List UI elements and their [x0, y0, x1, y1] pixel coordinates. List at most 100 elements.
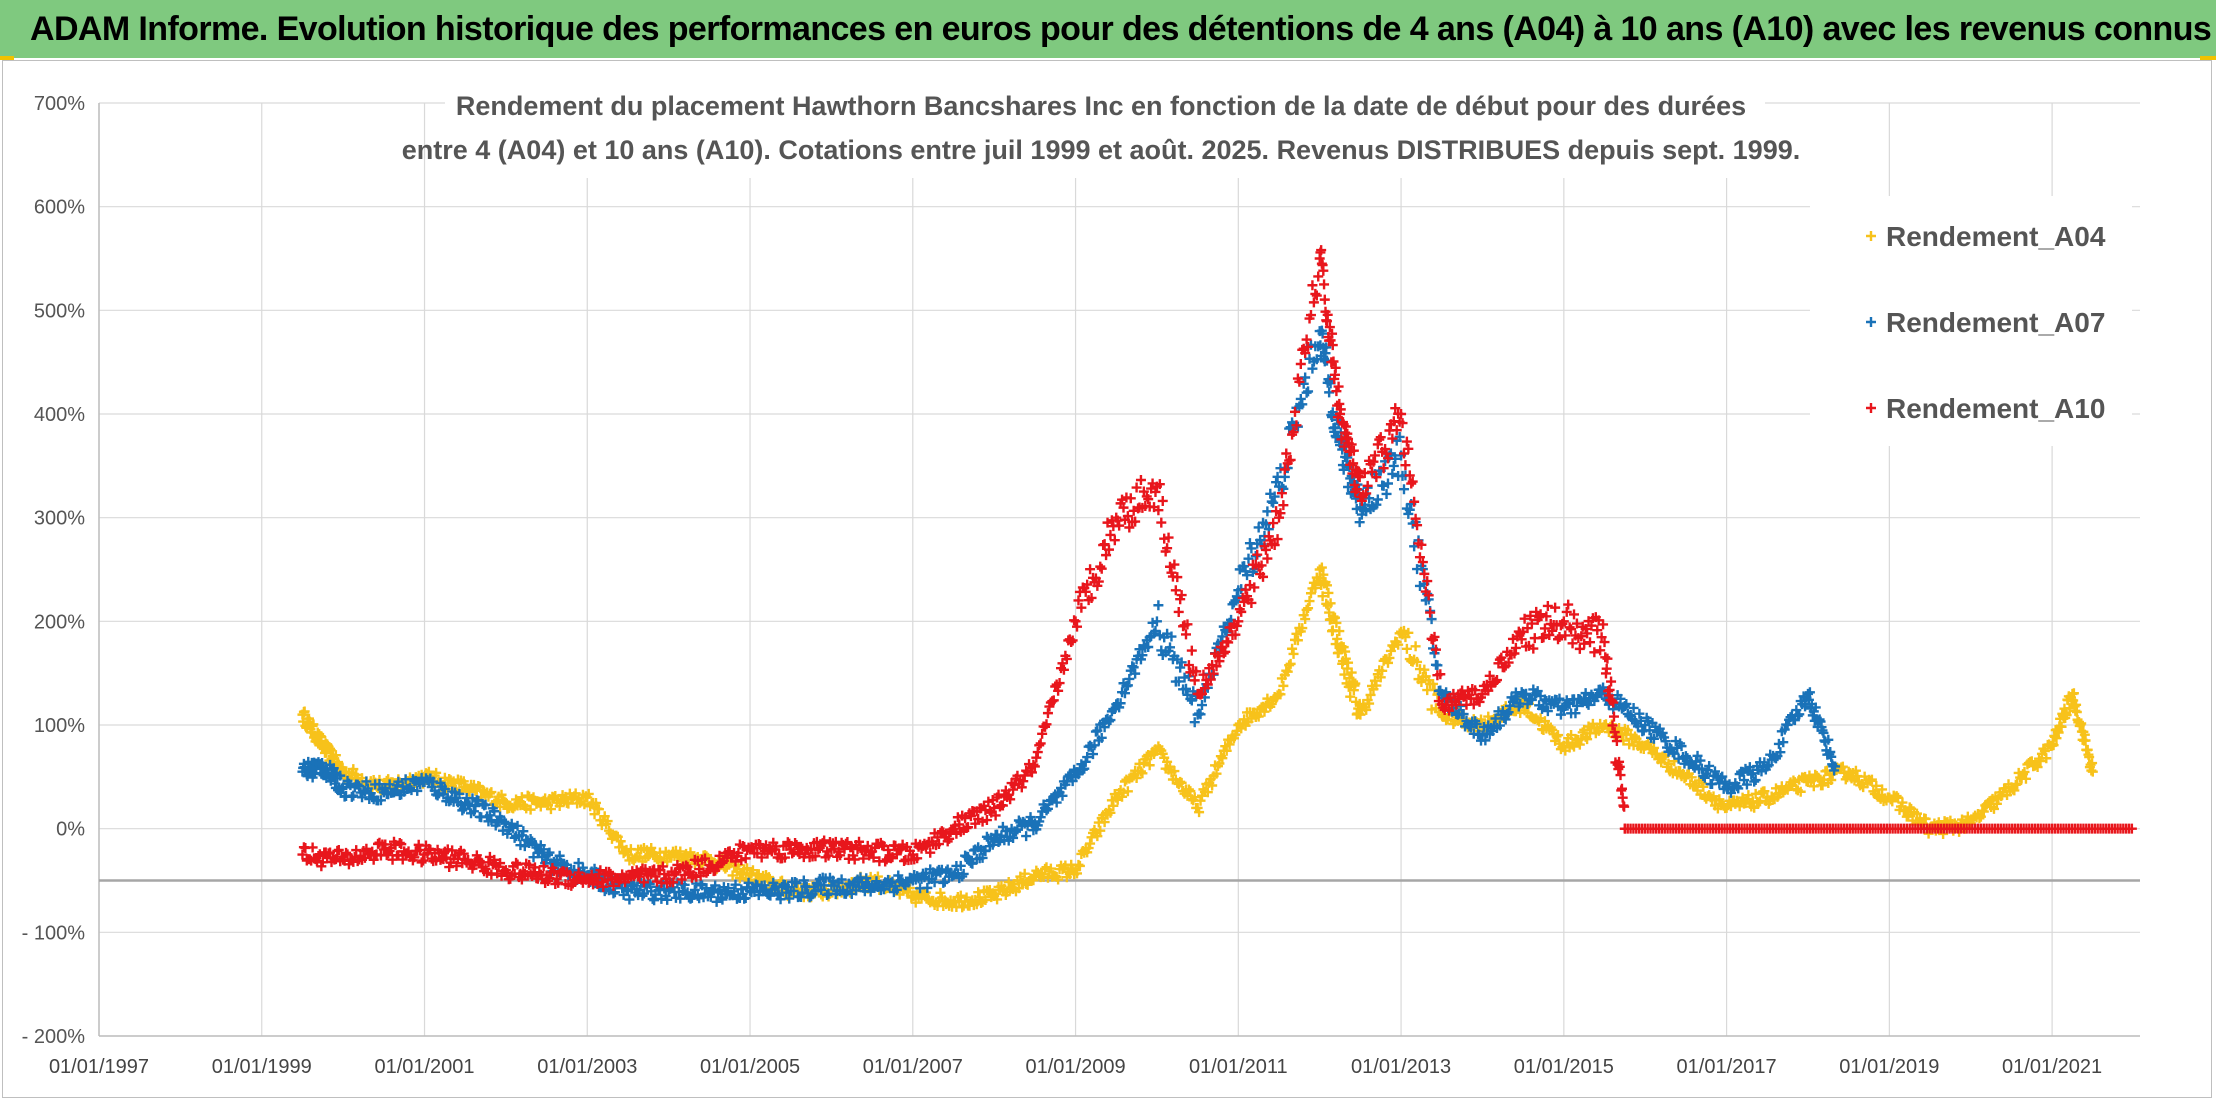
interp-mark [1509, 648, 1520, 659]
interp-mark [1659, 751, 1670, 762]
interp-mark [1313, 271, 1324, 282]
interp-mark [2126, 823, 2137, 834]
chart-frame [2, 60, 2212, 1098]
interp-mark [624, 894, 635, 905]
interp-mark [1262, 506, 1273, 517]
x-tick-label: 01/01/2003 [537, 1056, 637, 1078]
interp-mark [348, 764, 359, 775]
interp-mark [389, 787, 400, 798]
interp-mark [880, 856, 891, 867]
interp-mark [1361, 488, 1372, 499]
interp-mark [1181, 683, 1191, 694]
interp-mark [862, 840, 873, 851]
interp-mark [1079, 763, 1090, 774]
interp-mark [730, 879, 741, 890]
interp-mark [717, 894, 728, 905]
interp-mark [1717, 771, 1728, 782]
x-tick-label: 01/01/2007 [863, 1056, 963, 1078]
interp-mark [1369, 675, 1380, 686]
interp-mark [468, 806, 479, 817]
interp-mark [1480, 735, 1491, 746]
chart-title-line: Rendement du placement Hawthorn Bancshar… [456, 91, 1746, 121]
interp-mark [1125, 493, 1136, 504]
interp-mark [1458, 709, 1469, 720]
interp-mark [1381, 488, 1392, 499]
interp-mark [935, 887, 946, 898]
interp-mark [1382, 657, 1393, 668]
interp-mark [1598, 619, 1609, 630]
interp-mark [1569, 609, 1580, 620]
interp-mark [981, 815, 992, 826]
interp-mark [1325, 598, 1336, 609]
interp-mark [1372, 494, 1383, 505]
interp-mark [1988, 803, 1999, 814]
interp-mark [1018, 776, 1029, 787]
interp-mark [1403, 627, 1414, 638]
y-tick-label: 500% [34, 300, 85, 322]
interp-mark [1419, 568, 1430, 579]
interp-mark [499, 796, 510, 807]
data-point [1355, 709, 1366, 720]
interp-mark [441, 852, 452, 863]
interp-mark [1778, 737, 1789, 748]
interp-mark [1156, 517, 1167, 528]
interp-mark [1583, 699, 1594, 710]
y-tick-label: 700% [34, 93, 85, 115]
interp-mark [1731, 781, 1742, 792]
interp-mark [1183, 660, 1194, 671]
interp-mark [650, 871, 661, 882]
interp-mark [1877, 784, 1888, 795]
interp-mark [756, 852, 767, 863]
interp-mark [1570, 708, 1581, 719]
interp-mark [1202, 787, 1213, 798]
interp-mark [495, 858, 506, 869]
interp-mark [525, 804, 536, 815]
interp-mark [638, 877, 649, 888]
interp-mark [1354, 472, 1365, 483]
interp-mark [1087, 749, 1098, 760]
interp-mark [1656, 757, 1667, 768]
interp-mark [1166, 631, 1177, 642]
interp-mark [1119, 688, 1130, 699]
interp-mark [1377, 665, 1388, 676]
interp-mark [922, 882, 933, 893]
interp-mark [1194, 807, 1205, 818]
interp-mark [1054, 678, 1065, 689]
interp-mark [1189, 717, 1200, 728]
interp-mark [1550, 602, 1561, 613]
interp-mark [1080, 586, 1091, 597]
interp-mark [499, 816, 510, 827]
report-banner: ADAM Informe. Evolution historique des p… [0, 0, 2216, 58]
interp-mark [1324, 387, 1335, 398]
interp-mark [1598, 682, 1609, 693]
interp-mark [1048, 695, 1059, 706]
interp-mark [1211, 661, 1222, 672]
interp-mark [912, 853, 923, 864]
interp-mark [439, 783, 450, 794]
y-tick-label: - 200% [22, 1026, 86, 1048]
interp-mark [883, 844, 894, 855]
interp-mark [842, 837, 853, 848]
interp-mark [1143, 641, 1154, 652]
interp-mark [1092, 831, 1103, 842]
interp-mark [352, 779, 363, 790]
interp-mark [1165, 642, 1176, 653]
interp-mark [681, 860, 692, 871]
interp-mark [1073, 595, 1084, 606]
interp-mark [997, 800, 1008, 811]
interp-mark [1122, 511, 1133, 522]
interp-mark [788, 885, 799, 896]
data-point [338, 782, 349, 793]
interp-mark [1288, 648, 1299, 659]
interp-mark [1096, 732, 1107, 743]
interp-mark [1330, 362, 1341, 373]
interp-mark [1753, 797, 1764, 808]
interp-mark [1195, 709, 1206, 720]
y-tick-label: 200% [34, 611, 85, 633]
data-point [1558, 616, 1569, 627]
interp-mark [1747, 768, 1758, 779]
interp-mark [1676, 741, 1687, 752]
interp-mark [1124, 673, 1135, 684]
interp-mark [1323, 587, 1334, 598]
interp-mark [1260, 544, 1271, 555]
